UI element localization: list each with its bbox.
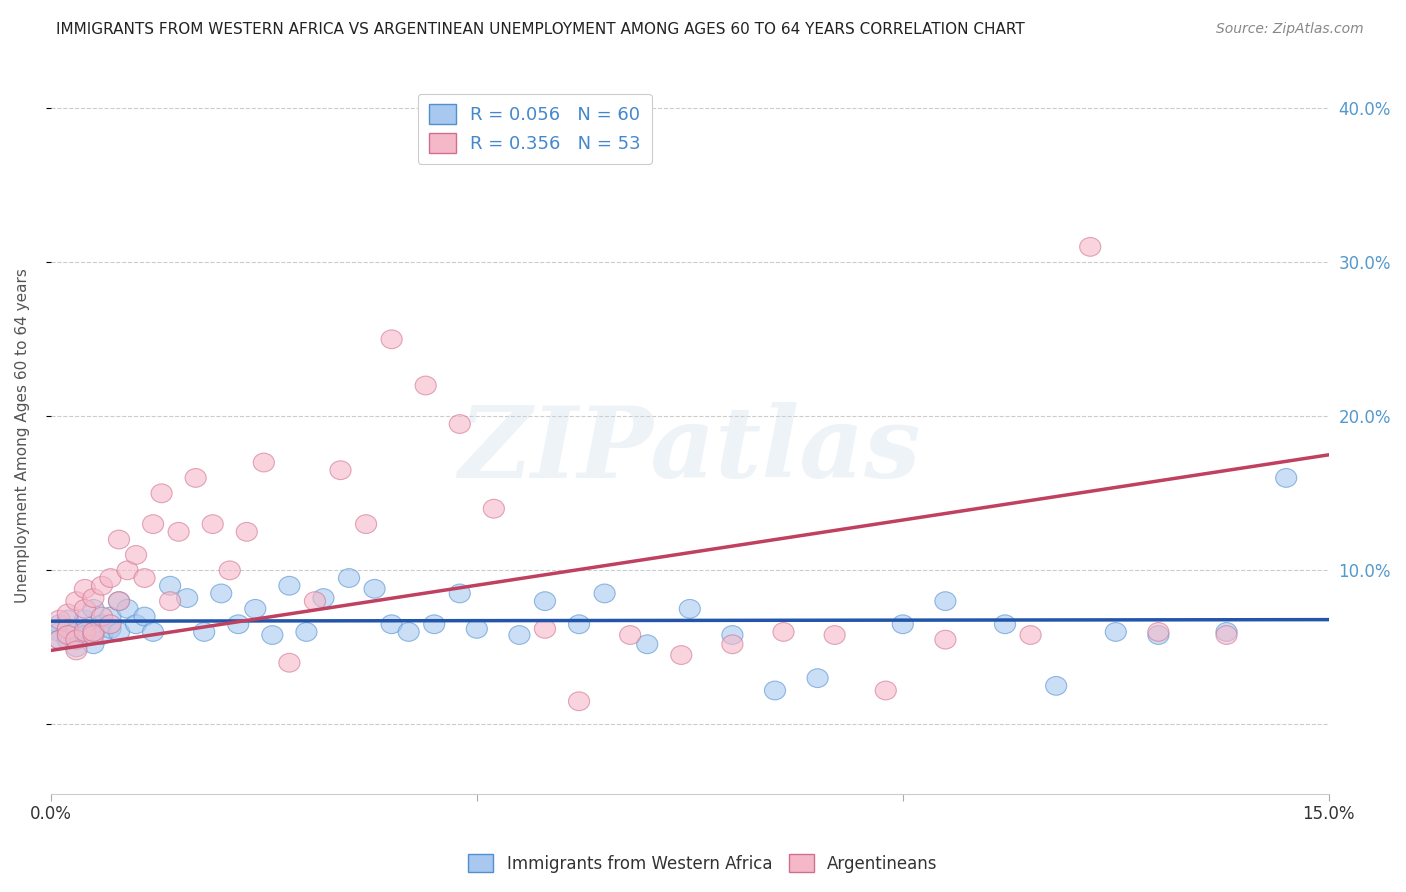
- Y-axis label: Unemployment Among Ages 60 to 64 years: Unemployment Among Ages 60 to 64 years: [15, 268, 30, 603]
- Text: Source: ZipAtlas.com: Source: ZipAtlas.com: [1216, 22, 1364, 37]
- Legend: R = 0.056   N = 60, R = 0.356   N = 53: R = 0.056 N = 60, R = 0.356 N = 53: [418, 94, 651, 164]
- Legend: Immigrants from Western Africa, Argentineans: Immigrants from Western Africa, Argentin…: [461, 847, 945, 880]
- Text: IMMIGRANTS FROM WESTERN AFRICA VS ARGENTINEAN UNEMPLOYMENT AMONG AGES 60 TO 64 Y: IMMIGRANTS FROM WESTERN AFRICA VS ARGENT…: [56, 22, 1025, 37]
- Text: ZIPatlas: ZIPatlas: [458, 401, 921, 498]
